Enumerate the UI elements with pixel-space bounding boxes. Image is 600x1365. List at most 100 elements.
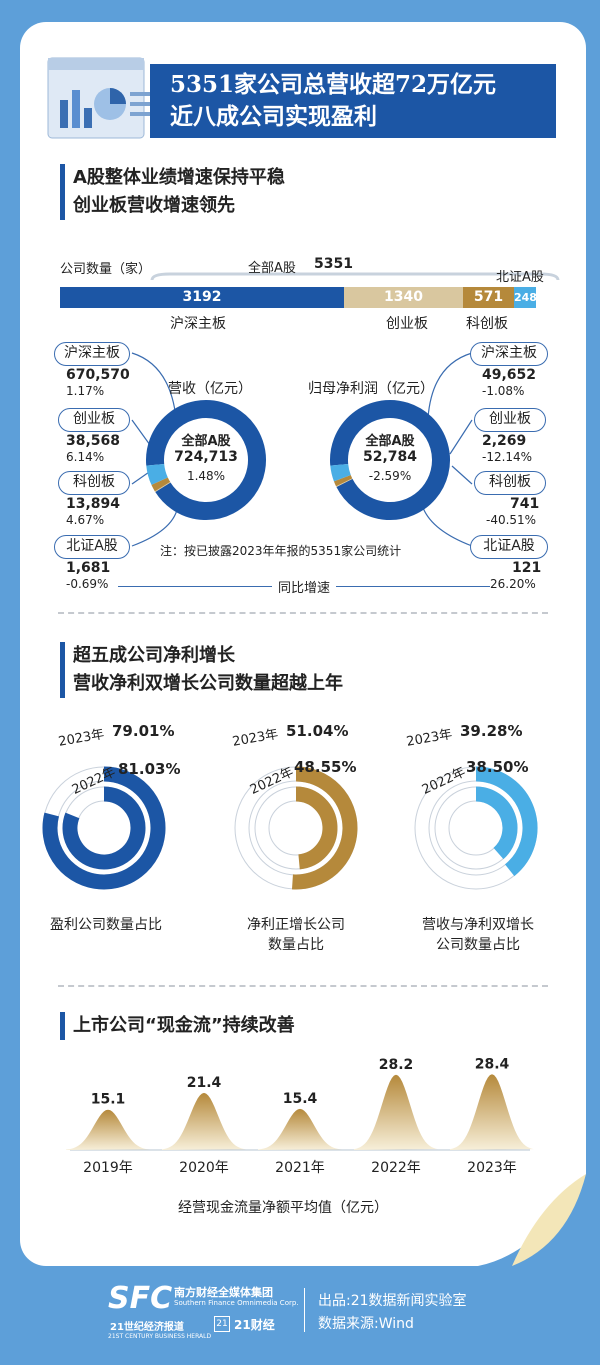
section-divider-2: [58, 985, 548, 987]
infographic-card: [20, 22, 586, 1266]
revenue-donut: [146, 400, 266, 520]
ring-chart-2: [234, 766, 358, 890]
ring3-caption-2: 公司数量占比: [436, 937, 520, 953]
count-seg-chinext: 1340: [344, 287, 463, 308]
x-tick-3: 2022年: [371, 1160, 421, 1176]
profit-title: 归母净利润（亿元）: [308, 381, 434, 397]
bell-0: [66, 1109, 150, 1150]
ring-chart-3: [414, 766, 538, 890]
donut-segment-0: [330, 400, 450, 520]
ring3-2022-value: 38.50%: [466, 758, 529, 776]
pro-item-bse-growth: 26.20%: [490, 577, 536, 591]
pro-item-chinext-value: 2,269: [482, 433, 527, 449]
value-label-4: 28.4: [475, 1056, 510, 1072]
count-bracket: [150, 272, 560, 281]
count-total-label: 全部A股: [248, 261, 296, 276]
section1-title-line2: 创业板营收增速领先: [73, 195, 235, 216]
cash-chart-caption: 经营现金流量净额平均值（亿元）: [178, 1200, 388, 1216]
rev-item-main-value: 670,570: [66, 367, 130, 383]
pro-item-bse-label: 北证A股: [470, 535, 548, 559]
value-label-2: 15.4: [283, 1091, 318, 1107]
ring2-2023-value: 51.04%: [286, 722, 349, 740]
revenue-center-label: 全部A股: [181, 434, 231, 449]
pro-item-bse-value: 121: [512, 560, 542, 576]
page-header: 5351家公司总营收超72万亿元 近八成公司实现盈利: [150, 64, 556, 138]
rev-item-star-growth: 4.67%: [66, 513, 105, 527]
section1-title-line1: A股整体业绩增速保持平稳: [73, 167, 285, 188]
x-tick-4: 2023年: [467, 1160, 517, 1176]
report-icon: [47, 57, 152, 139]
bell-1: [162, 1092, 246, 1150]
ring-value-arc-0: [475, 766, 538, 877]
brand-group-en: Southern Finance Omnimedia Corp.: [174, 1299, 299, 1307]
count-bar: 3192 1340 571 248: [60, 287, 537, 308]
donut-segment-2: [151, 477, 171, 492]
bell-4: [450, 1074, 534, 1150]
bell-2: [258, 1108, 342, 1150]
page-curl: [478, 1174, 586, 1266]
pro-item-main-label: 沪深主板: [470, 342, 548, 366]
count-seg-star: 571: [463, 287, 514, 308]
rev-item-main-label: 沪深主板: [54, 342, 130, 366]
footer-divider: [304, 1288, 305, 1332]
x-tick-0: 2019年: [83, 1160, 133, 1176]
value-label-3: 28.2: [379, 1057, 414, 1073]
pro-item-star-value: 741: [510, 496, 540, 512]
count-total-value: 5351: [314, 256, 353, 272]
value-label-1: 21.4: [187, 1075, 222, 1091]
rev-item-chinext-label: 创业板: [58, 408, 130, 432]
count-star-label: 科创板: [466, 316, 508, 332]
rev-item-chinext-value: 38,568: [66, 433, 121, 449]
ring-value-arc-1: [475, 786, 518, 860]
ring2-caption-2: 数量占比: [268, 937, 324, 953]
count-bse-label: 北证A股: [496, 270, 544, 285]
pro-item-chinext-growth: -12.14%: [482, 450, 533, 464]
brand-paper: 21世纪经济报道: [110, 1322, 184, 1333]
count-chinext-label: 创业板: [386, 316, 428, 332]
count-seg-main: 3192: [60, 287, 344, 308]
bell-3: [354, 1074, 438, 1150]
rev-item-bse-value: 1,681: [66, 560, 111, 576]
ring3-caption-1: 营收与净利双增长: [422, 917, 534, 933]
pro-item-chinext-label: 创业板: [474, 408, 546, 432]
count-label: 公司数量（家）: [60, 262, 152, 277]
rev-item-star-label: 科创板: [58, 471, 130, 495]
app-icon: 21: [214, 1316, 230, 1332]
revenue-center-growth: 1.48%: [186, 469, 226, 483]
ring1-2022-value: 81.03%: [118, 760, 181, 778]
ring-value-arc-0: [291, 766, 358, 890]
yoy-label: 同比增速: [272, 577, 337, 596]
section3-title: 上市公司“现金流”持续改善: [60, 1012, 295, 1040]
note-text: 注：按已披露2023年年报的5351家公司统计: [160, 544, 402, 558]
ring3-2023-value: 39.28%: [460, 722, 523, 740]
ring1-caption: 盈利公司数量占比: [50, 917, 162, 933]
rev-item-star-value: 13,894: [66, 496, 121, 512]
profit-center-value: 52,784: [362, 449, 418, 465]
donut-segment-0: [146, 400, 266, 520]
profit-center-growth: -2.59%: [368, 469, 412, 483]
ring2-2022-value: 48.55%: [294, 758, 357, 776]
donut-segment-1: [330, 463, 351, 482]
ring-value-arc-1: [295, 786, 338, 870]
donut-segment-1: [146, 463, 168, 485]
header-title-line2: 近八成公司实现盈利: [170, 103, 377, 130]
section2-title-line1: 超五成公司净利增长: [73, 645, 235, 666]
pro-item-star-growth: -40.51%: [486, 513, 537, 527]
revenue-title: 营收（亿元）: [168, 381, 252, 397]
ring-chart-1: [42, 766, 166, 890]
brand-logo: SFC: [108, 1281, 173, 1316]
brand-paper-en: 21ST CENTURY BUSINESS HERALD: [108, 1333, 212, 1340]
pro-item-main-growth: -1.08%: [482, 384, 525, 398]
cash-flow-chart: 15.1 2019年 21.4 2020年 15.4 2021年 28.2 2022年 28.4…: [66, 1056, 534, 1176]
header-title-line1: 5351家公司总营收超72万亿元: [170, 71, 497, 98]
revenue-center-value: 724,713: [174, 449, 238, 465]
section2-title: 超五成公司净利增长 营收净利双增长公司数量超越上年: [60, 642, 343, 698]
brand-group-cn: 南方财经全媒体集团: [174, 1286, 273, 1299]
rev-item-bse-label: 北证A股: [54, 535, 130, 559]
profit-center-label: 全部A股: [365, 434, 415, 449]
rev-item-bse-growth: -0.69%: [66, 577, 109, 591]
rev-item-chinext-growth: 6.14%: [66, 450, 105, 464]
x-tick-1: 2020年: [179, 1160, 229, 1176]
pro-item-star-label: 科创板: [474, 471, 546, 495]
ring-value-arc-0: [42, 766, 166, 890]
